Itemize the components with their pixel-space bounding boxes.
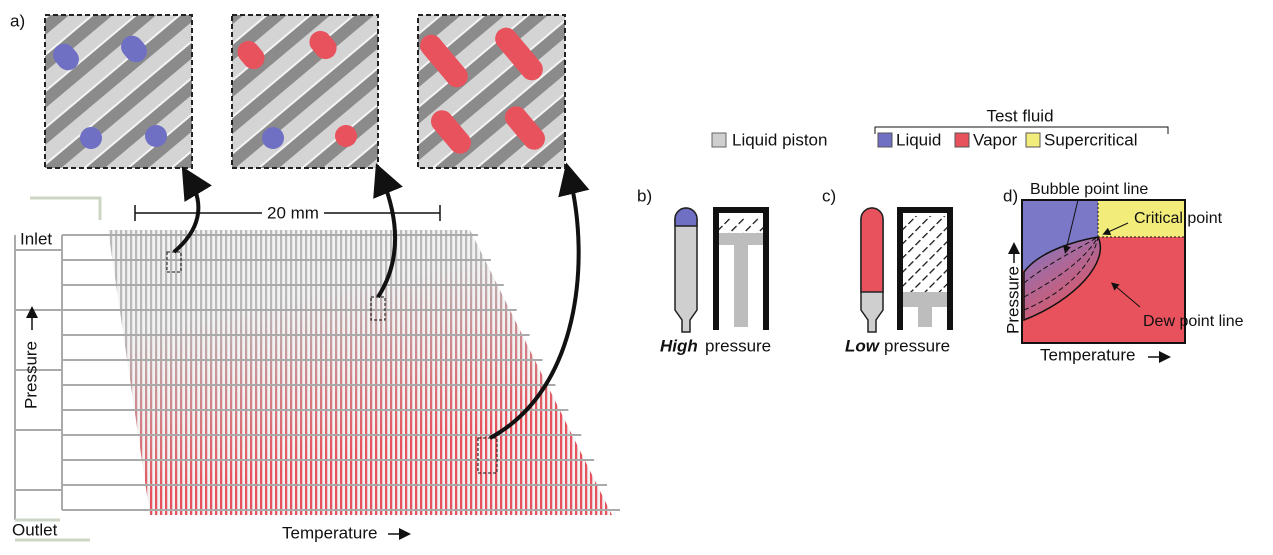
legend-label: Liquid piston: [732, 130, 827, 149]
capsule-high: [675, 208, 697, 332]
axis-label: Temperature: [1040, 345, 1135, 364]
figure: a) 20 mm Inlet Outlet Pressure Temperatu…: [0, 0, 1273, 555]
legend-label: Liquid: [896, 130, 941, 149]
legend-swatch: [878, 133, 892, 147]
legend-label: Vapor: [973, 130, 1017, 149]
panel-label: b): [637, 186, 652, 205]
caption-emphasis: Low: [845, 336, 881, 355]
inset-mixed: [232, 15, 378, 168]
panel-label: d): [1003, 186, 1018, 205]
inset-liquid: [45, 15, 192, 168]
axis-label: Pressure: [21, 341, 40, 409]
inlet-label: Inlet: [20, 229, 52, 248]
legend-label: Supercritical: [1044, 130, 1138, 149]
annotation: Bubble point line: [1030, 181, 1148, 198]
piston-high: [716, 210, 766, 330]
annotation: Critical point: [1134, 210, 1223, 227]
legend-swatch: [955, 133, 969, 147]
piston-low: [900, 210, 950, 330]
caption-emphasis: High: [660, 336, 698, 355]
insets: [45, 15, 565, 168]
caption: pressure: [884, 336, 950, 355]
caption: pressure: [705, 336, 771, 355]
axis-label: Pressure: [1003, 266, 1022, 334]
outlet-label: Outlet: [12, 520, 58, 539]
legend-swatch: [712, 133, 726, 147]
legend-swatch: [1026, 133, 1040, 147]
annotation: Dew point line: [1143, 313, 1244, 330]
panel-label: c): [822, 186, 836, 205]
vapor-region: [108, 230, 612, 515]
scale-label: 20 mm: [267, 203, 319, 222]
legend-title: Test fluid: [986, 106, 1053, 125]
capsule-low: [861, 208, 883, 332]
axis-label: Temperature: [282, 523, 377, 542]
device: [15, 178, 620, 540]
panel-label: a): [10, 11, 25, 30]
